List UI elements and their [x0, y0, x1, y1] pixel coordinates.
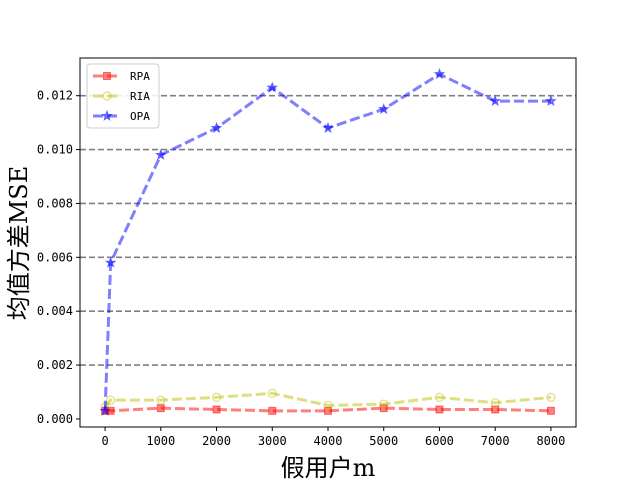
y-tick-label: 0.010 — [37, 143, 73, 157]
tick-layer: 0.000 0.002 0.004 0.006 0.008 0.010 0.012 0 1000… — [37, 89, 565, 448]
x-tick-label: 7000 — [481, 434, 510, 448]
data-point-opa — [154, 148, 167, 161]
data-point-opa — [377, 102, 390, 115]
legend-label: RPA — [130, 70, 150, 83]
y-tick-label: 0.012 — [37, 89, 73, 103]
data-point-ria — [211, 392, 222, 402]
data-point-rpa — [546, 406, 555, 415]
data-point-opa — [266, 81, 279, 93]
series-line-rpa — [105, 406, 551, 413]
data-point-ria — [323, 400, 333, 411]
y-tick-label: 0.008 — [37, 196, 73, 210]
data-point-ria — [546, 392, 556, 402]
data-point-ria — [156, 395, 166, 405]
data-point-opa — [433, 67, 446, 80]
data-point-rpa — [435, 405, 444, 414]
data-point-opa — [210, 121, 223, 134]
x-tick-label: 5000 — [369, 434, 398, 448]
legend-swatch-marker — [102, 91, 112, 101]
series-layer — [99, 67, 557, 416]
x-axis-title: 假用户m — [281, 454, 376, 480]
grid-layer — [80, 94, 576, 366]
legend-swatch-marker — [101, 109, 113, 122]
data-point-rpa — [324, 406, 332, 415]
y-tick-label: 0.006 — [37, 250, 73, 264]
data-point-opa — [99, 404, 112, 416]
x-tick-label: 8000 — [536, 434, 565, 448]
data-point-ria — [106, 395, 116, 405]
data-point-ria — [434, 392, 445, 402]
legend-label: RIA — [130, 90, 150, 103]
legend-swatch-marker — [103, 72, 111, 80]
data-point-ria — [267, 388, 277, 398]
y-tick-label: 0.000 — [37, 412, 73, 426]
data-point-opa — [489, 94, 502, 107]
y-tick-label: 0.002 — [37, 358, 73, 372]
data-point-rpa — [156, 404, 165, 413]
data-point-ria — [490, 398, 500, 408]
data-point-ria — [379, 399, 389, 409]
series-opa — [99, 67, 557, 416]
x-tick-label: 0 — [101, 434, 108, 448]
data-point-opa — [544, 94, 557, 107]
x-tick-label: 4000 — [314, 434, 343, 448]
data-point-rpa — [491, 405, 500, 414]
y-axis-title: 均值方差MSE — [5, 166, 33, 321]
x-tick-label: 2000 — [202, 434, 231, 448]
data-point-rpa — [212, 405, 221, 414]
legend-item-ria: RIA — [93, 90, 150, 103]
y-tick-label: 0.004 — [37, 304, 73, 318]
data-point-opa — [104, 256, 117, 268]
data-point-rpa — [268, 406, 277, 415]
x-tick-label: 3000 — [258, 434, 287, 448]
legend-label: OPA — [130, 110, 150, 123]
legend-item-rpa: RPA — [93, 70, 150, 83]
series-line-opa — [103, 72, 551, 411]
legend-item-opa: OPA — [93, 109, 150, 123]
data-point-opa — [322, 121, 334, 134]
x-tick-label: 1000 — [146, 434, 175, 448]
series-line-ria — [103, 391, 552, 408]
legend: RPA RIA OPA — [86, 63, 160, 129]
x-tick-label: 6000 — [425, 434, 454, 448]
